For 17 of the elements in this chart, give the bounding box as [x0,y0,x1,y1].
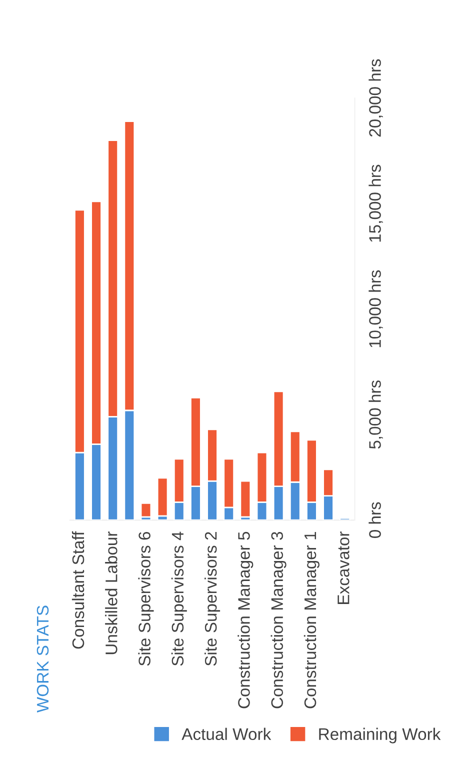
x-tick-label: Consultant Staff [72,531,84,649]
text: WORK STATS [36,606,49,713]
y-tick-label: 10,000 hrs [368,270,383,348]
x-tick-label: Construction Manager 3 [270,532,286,708]
y-tick-label: 15,000 hrs [368,164,383,242]
x-tick-label: Site Supervisors 4 [171,532,187,666]
legend-label: Remaining Work [319,728,441,744]
x-tick-label: Site Supervisors 2 [204,532,220,666]
x-tick-label: Excavator [338,532,350,604]
x-tick-label: Unskilled Labour [105,531,118,654]
x-tick-label: Site Supervisors 6 [138,532,154,666]
y-tick-label: 5,000 hrs [368,380,383,449]
legend-label: Actual Work [182,728,272,740]
x-tick-label: Construction Manager 5 [238,532,254,708]
x-tick-label: Construction Manager 1 [304,532,320,708]
y-tick-label: 0 hrs [368,502,381,538]
y-tick-label: 20,000 hrs [368,59,383,137]
